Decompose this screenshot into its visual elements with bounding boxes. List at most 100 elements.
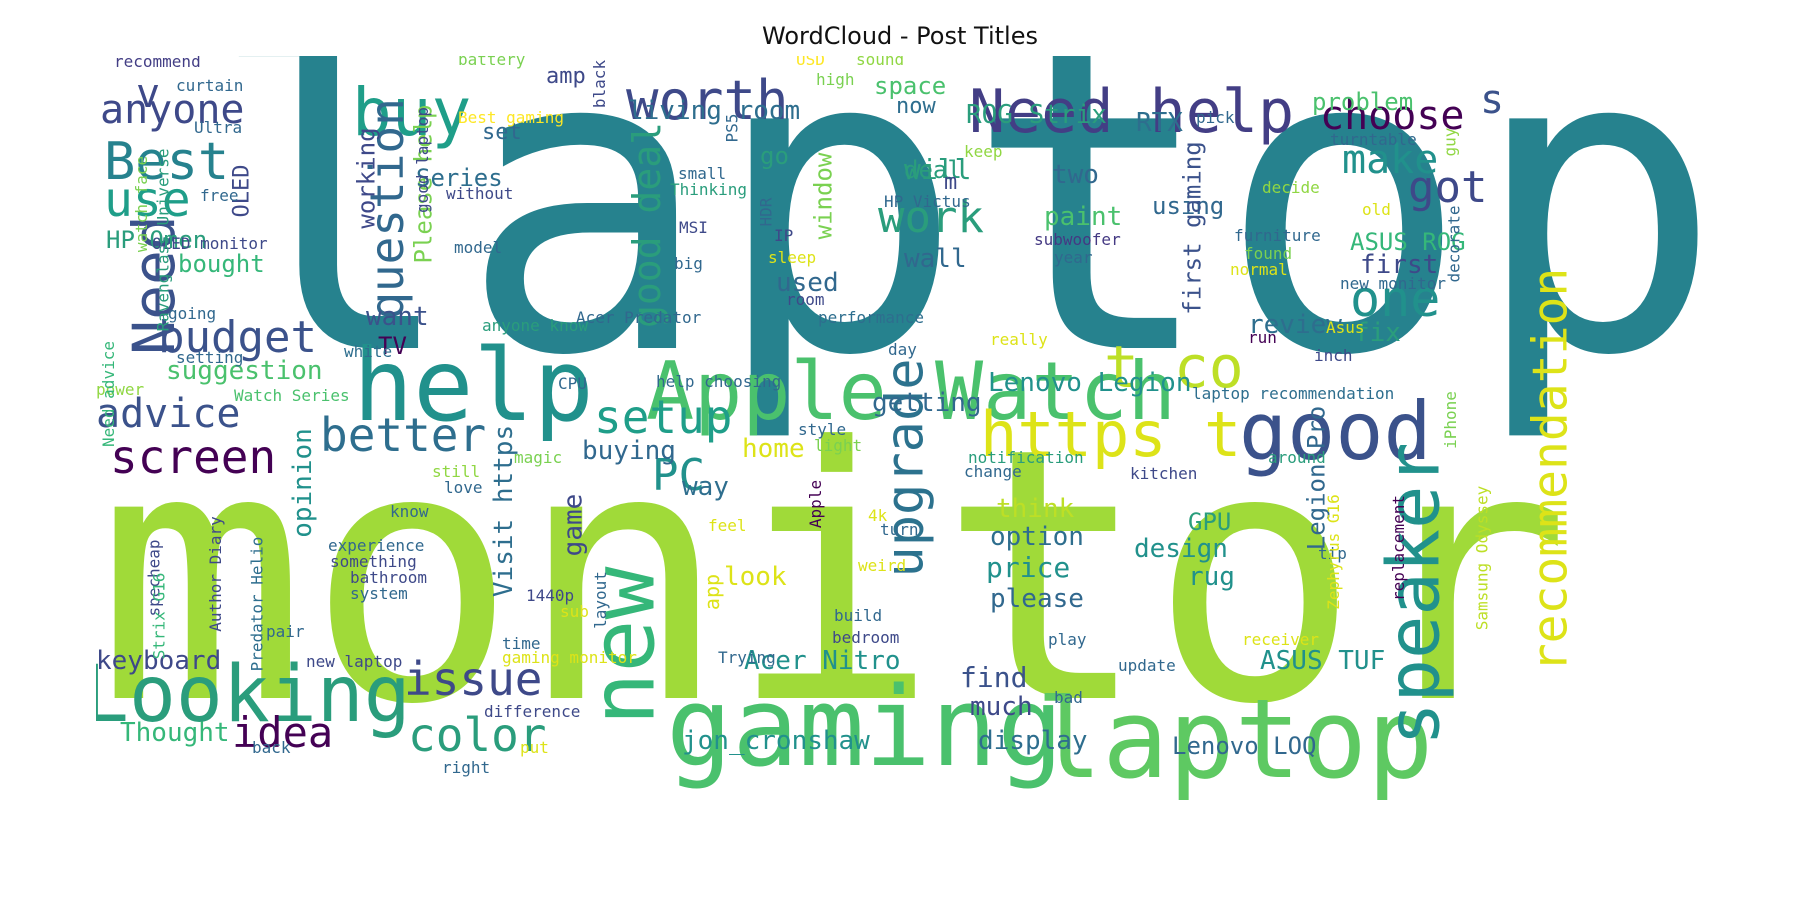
- word-layout: layout: [590, 571, 610, 629]
- word-option: option: [990, 522, 1084, 552]
- word-opinion: opinion: [287, 428, 318, 538]
- word-msi: MSI: [679, 218, 708, 237]
- word-find: find: [960, 661, 1028, 694]
- word-help: help: [353, 327, 594, 444]
- word-amp: amp: [546, 64, 586, 89]
- word-run: run: [1248, 328, 1277, 347]
- word-pair: pair: [266, 622, 305, 641]
- word-screen: screen: [110, 430, 277, 484]
- word-pc: PC: [652, 450, 705, 501]
- word-white: white: [344, 342, 393, 361]
- word-decide: decide: [1262, 178, 1320, 197]
- word-update: update: [1118, 656, 1176, 675]
- word-need-advice: Need advice: [98, 341, 118, 447]
- word-set: set: [482, 120, 522, 145]
- word-apple-watch: Apple Watch: [646, 345, 1176, 438]
- word-thought: Thought: [120, 718, 230, 748]
- word-first-gaming: first gaming: [1178, 141, 1207, 315]
- word-home: home: [742, 434, 805, 464]
- word-laptop-recommendation: laptop recommendation: [1192, 384, 1395, 403]
- word-s: s: [1480, 77, 1505, 123]
- word-make: make: [1342, 137, 1439, 183]
- word-t-co: t co: [1104, 333, 1244, 401]
- word-think: think: [996, 494, 1075, 524]
- word-big: big: [674, 254, 703, 273]
- word-keyboard: keyboard: [96, 646, 222, 676]
- word-good-laptop: good laptop: [412, 107, 432, 213]
- word-good: good: [1239, 385, 1432, 478]
- word-now: now: [896, 94, 936, 119]
- figure-title: WordCloud - Post Titles: [762, 22, 1038, 50]
- word-kitchen: kitchen: [1130, 464, 1198, 483]
- word-review: review: [1248, 310, 1342, 340]
- word-best: Best: [104, 132, 230, 192]
- word-app: app: [700, 573, 725, 611]
- word-battery: battery: [458, 56, 526, 69]
- word-style: style: [798, 420, 847, 439]
- word-suggestion: suggestion: [166, 356, 323, 386]
- word-sub: sub: [560, 602, 589, 621]
- word-one: one: [1350, 270, 1441, 328]
- word-working: working: [352, 127, 381, 229]
- word-weird: weird: [858, 556, 907, 575]
- word-trying: Trying: [718, 648, 776, 667]
- word-know: know: [390, 502, 429, 521]
- word-hp-victus: HP Victus: [884, 192, 971, 211]
- word-hp-omen: HP Omen: [106, 226, 208, 254]
- word-choose: choose: [1320, 93, 1465, 139]
- word-setup: setup: [594, 390, 733, 444]
- word-go: go: [760, 142, 789, 170]
- word-time: time: [502, 634, 541, 653]
- word-using: using: [1152, 192, 1225, 220]
- word-receiver: receiver: [1242, 630, 1320, 649]
- word-play: play: [1048, 630, 1087, 649]
- word-ps5: PS5: [722, 113, 742, 143]
- word-setting: setting: [176, 348, 244, 367]
- word-old: old: [1362, 200, 1391, 219]
- word-deal: deal: [904, 156, 962, 184]
- word-recommend: recommend: [114, 56, 201, 71]
- word-rug: rug: [1188, 562, 1235, 592]
- word-predator-helio: Predator Helio: [247, 536, 267, 672]
- word-found: found: [1244, 244, 1293, 263]
- word-right: right: [442, 758, 491, 777]
- word-asus-rog: ASUS ROG: [1350, 228, 1466, 256]
- word-ultra: Ultra: [194, 118, 243, 137]
- word-normal: normal: [1230, 260, 1288, 279]
- word-oled-monitor: OLED monitor: [152, 234, 268, 253]
- word-v: v: [136, 71, 161, 117]
- word-much: much: [970, 692, 1033, 722]
- word-samsung-odyssey: Samsung Odyssey: [1472, 485, 1492, 631]
- word-gpu: GPU: [1188, 508, 1232, 536]
- word-buy: buy: [352, 74, 472, 151]
- word-first: first: [1360, 250, 1439, 280]
- word-watch-series: Watch Series: [234, 386, 350, 405]
- word-work: work: [878, 192, 984, 243]
- word-best-gaming: Best gaming: [458, 108, 564, 127]
- word-buying: buying: [582, 436, 676, 466]
- word-sleep: sleep: [768, 248, 817, 267]
- word-worth: worth: [626, 69, 789, 132]
- word-bought: bought: [178, 250, 265, 278]
- word-performance: performance: [818, 308, 924, 327]
- word-asus: Asus: [1326, 318, 1365, 337]
- word-back: back: [252, 738, 291, 757]
- word-acer-nitro: Acer Nitro: [744, 646, 901, 676]
- word-really: really: [990, 330, 1048, 349]
- word-without: without: [446, 184, 514, 203]
- word-change: change: [964, 462, 1022, 481]
- word-going: going: [168, 304, 217, 323]
- word-still: still: [432, 462, 481, 481]
- word-wall: wall: [904, 244, 967, 274]
- word-power: power: [96, 380, 145, 399]
- word-lenovo-loq: Lenovo LOQ: [1172, 732, 1317, 760]
- word-game: game: [558, 493, 589, 557]
- word-replacement: replacement: [1388, 495, 1408, 601]
- word-anyone: anyone: [100, 87, 245, 133]
- word-look: look: [724, 562, 787, 592]
- word-ip: IP: [774, 226, 794, 245]
- word-bad: bad: [1054, 688, 1083, 707]
- word-model: model: [454, 238, 503, 257]
- word-furniture: furniture: [1234, 226, 1321, 245]
- word-build: build: [834, 606, 883, 625]
